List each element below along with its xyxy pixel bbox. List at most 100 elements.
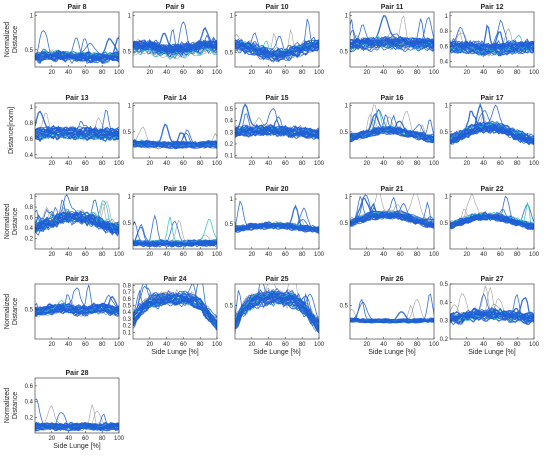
series-line — [133, 139, 217, 147]
y-tick-label: 0.4 — [440, 300, 449, 306]
panel-title: Pair 17 — [481, 95, 504, 102]
series-line — [235, 18, 319, 61]
series-line — [350, 317, 434, 322]
x-tick-label: 80 — [514, 161, 521, 167]
subplot-pair-14: Pair 14 20 40 60 80 100 0.5 1 — [123, 95, 223, 167]
x-tick-label: 20 — [248, 161, 255, 167]
series-line — [450, 44, 534, 56]
series-line — [235, 223, 319, 230]
axes-box — [234, 193, 320, 250]
series-group — [350, 15, 434, 53]
x-tick-label: 100 — [429, 342, 440, 348]
panel-title: Pair 8 — [67, 4, 86, 11]
series-group — [235, 284, 319, 334]
y-axis-label-line: Normalized — [4, 388, 11, 424]
series-line — [35, 120, 119, 140]
x-tick-label: 80 — [299, 342, 306, 348]
x-tick-label: 40 — [163, 161, 170, 167]
subplot-pair-9: Pair 9 20 40 60 80 100 0.5 1 — [123, 4, 223, 76]
panel-title: Pair 26 — [381, 276, 404, 283]
subplot-pair-12: Pair 12 20 40 60 80 100 0.4 0.6 0.8 1 — [440, 4, 540, 76]
x-tick-label: 80 — [299, 161, 306, 167]
y-tick-label: 0.5 — [340, 303, 349, 309]
x-tick-label: 60 — [282, 252, 289, 258]
x-tick-label: 40 — [380, 161, 387, 167]
y-tick-label: 1 — [128, 195, 132, 201]
y-tick-label: 1 — [128, 14, 132, 20]
series-line — [133, 293, 217, 324]
series-line — [235, 291, 319, 324]
series-line — [350, 319, 434, 324]
subplot-pair-16: Pair 16 20 40 60 80 100 0.5 1 — [340, 95, 440, 167]
x-tick-label: 100 — [529, 161, 540, 167]
y-tick-label: 1 — [345, 195, 349, 201]
x-tick-label: 60 — [180, 342, 187, 348]
subplot-pair-23: Pair 23 20 40 60 80 100 0.5 NormalizedDistance — [4, 276, 125, 348]
x-tick-label: 40 — [265, 342, 272, 348]
axes-box — [234, 283, 320, 340]
x-tick-label: 20 — [248, 70, 255, 76]
x-tick-label: 60 — [180, 252, 187, 258]
subplot-pair-20: Pair 20 20 40 60 80 100 0.5 1 — [225, 186, 325, 258]
series-line — [35, 50, 119, 62]
y-tick-label: 0.1 — [123, 330, 132, 336]
x-axis-label: Side Lunge [%] — [253, 349, 301, 356]
series-group — [35, 194, 119, 237]
series-line — [235, 297, 319, 332]
series-line — [133, 38, 217, 52]
y-tick-label: 1 — [445, 195, 449, 201]
series-group — [35, 398, 119, 432]
series-line — [35, 131, 119, 138]
x-tick-label: 100 — [114, 436, 125, 442]
x-tick-label: 100 — [212, 161, 223, 167]
x-tick-label: 80 — [414, 342, 421, 348]
axes-box — [132, 193, 218, 250]
series-group — [350, 104, 434, 144]
subplot-pair-8: Pair 8 20 40 60 80 100 0.5 1 NormalizedDistance — [4, 4, 125, 76]
y-tick-label: 0.8 — [440, 29, 449, 35]
y-axis-label: Distance[norm] — [8, 107, 15, 154]
panel-title: Pair 9 — [165, 4, 184, 11]
x-tick-label: 60 — [82, 342, 89, 348]
y-axis-label-line: Distance — [12, 208, 19, 235]
x-tick-label: 40 — [480, 342, 487, 348]
axes-box — [349, 283, 435, 340]
series-line — [133, 142, 217, 149]
panel-title: Pair 10 — [266, 4, 289, 11]
series-group — [450, 103, 534, 146]
x-tick-label: 80 — [197, 342, 204, 348]
x-tick-label: 60 — [497, 70, 504, 76]
panel-title: Pair 28 — [66, 370, 89, 377]
x-tick-label: 20 — [146, 252, 153, 258]
x-tick-label: 20 — [248, 252, 255, 258]
x-tick-label: 40 — [265, 252, 272, 258]
y-tick-label: 0.2 — [440, 337, 449, 343]
series-line — [450, 40, 534, 50]
x-tick-label: 100 — [429, 252, 440, 258]
series-line — [350, 126, 434, 139]
subplot-pair-18: Pair 18 20 40 60 80 100 0.2 0.4 0.6 0.8 1 Normalize… — [4, 186, 125, 258]
series-line — [350, 201, 434, 225]
y-tick-label: 0.5 — [340, 130, 349, 136]
axes-box — [349, 11, 435, 68]
series-group — [35, 30, 119, 65]
series-line — [35, 132, 119, 141]
panel-title: Pair 11 — [381, 4, 404, 11]
panel-title: Pair 14 — [164, 95, 187, 102]
x-tick-label: 100 — [529, 252, 540, 258]
x-tick-label: 60 — [497, 252, 504, 258]
axes-box — [234, 102, 320, 159]
series-line — [350, 39, 434, 48]
axes-box — [132, 102, 218, 159]
axes-box — [132, 11, 218, 68]
x-tick-label: 100 — [314, 252, 325, 258]
series-line — [235, 290, 319, 325]
series-line — [235, 126, 319, 136]
x-tick-label: 100 — [114, 342, 125, 348]
series-group — [133, 284, 217, 331]
subplot-pair-19: Pair 19 20 40 60 80 100 0.5 1 — [123, 186, 223, 258]
y-tick-label: 0.5 — [25, 307, 34, 313]
series-group — [350, 194, 434, 229]
y-tick-label: 0.8 — [123, 283, 132, 289]
x-tick-label: 20 — [48, 70, 55, 76]
